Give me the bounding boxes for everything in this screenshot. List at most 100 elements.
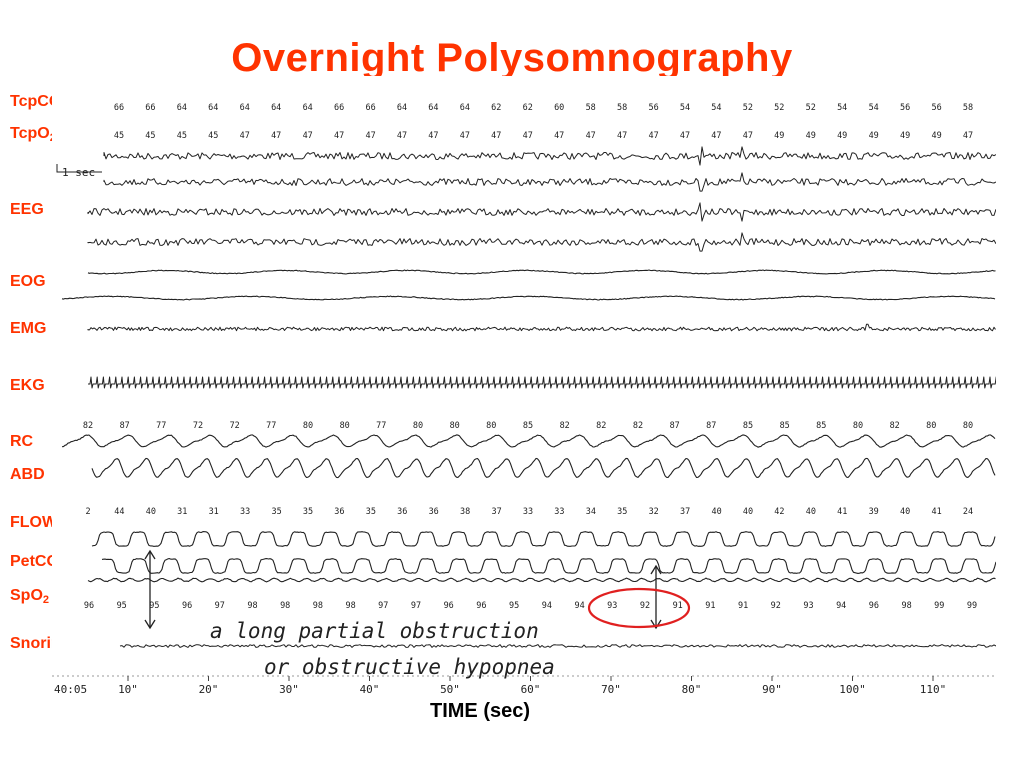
x-start-label: 40:05 [54,683,87,696]
value-petco2: 80 [853,421,863,431]
x-tick-label: 100" [839,683,866,696]
value-spo2: 95 [149,601,159,611]
x-tick-label: 50" [440,683,460,696]
value-flow: 41 [931,507,941,517]
value-tcpo2: 47 [680,131,690,141]
trace-eog-2 [61,295,996,301]
value-tcpco2: 52 [743,103,753,113]
value-flow: 33 [554,507,564,517]
value-petco2: 72 [230,421,240,431]
value-spo2: 93 [803,601,813,611]
annotation-line-1: a long partial obstruction [210,619,539,643]
value-flow: 33 [523,507,533,517]
trace-eeg-2 [103,172,996,192]
value-flow: 24 [963,507,973,517]
value-spo2: 98 [313,601,323,611]
value-tcpco2: 54 [711,103,721,113]
value-spo2: 91 [738,601,748,611]
x-tick-label: 90" [762,683,782,696]
value-flow: 40 [743,507,753,517]
spo2-nadir-highlight [587,587,691,629]
label-emg: EMG [10,320,47,337]
value-spo2: 97 [215,601,225,611]
value-flow: 44 [114,507,124,517]
trace-spo2-baseline [87,577,996,583]
annotation-arrow-start-head-bottom [144,619,156,630]
value-petco2: 87 [706,421,716,431]
value-tcpco2: 64 [303,103,313,113]
value-petco2: 80 [450,421,460,431]
value-tcpo2: 45 [177,131,187,141]
value-spo2: 95 [509,601,519,611]
x-tick-label: 110" [920,683,947,696]
value-petco2: 82 [83,421,93,431]
value-tcpo2: 49 [774,131,784,141]
value-tcpco2: 62 [523,103,533,113]
value-spo2: 91 [705,601,715,611]
value-spo2: 95 [117,601,127,611]
value-spo2: 96 [869,601,879,611]
value-tcpo2: 47 [491,131,501,141]
value-spo2: 98 [280,601,290,611]
numeric-rows-layer: 66 66 64 64 64 64 64 66 66 64 64 64 62 62 60 58 58 56 54 54… [83,103,977,611]
value-petco2: 77 [266,421,276,431]
value-tcpco2: 66 [145,103,155,113]
value-flow: 37 [680,507,690,517]
label-abd: ABD [10,466,45,483]
value-petco2: 80 [303,421,313,431]
value-flow: 40 [806,507,816,517]
value-petco2: 82 [633,421,643,431]
value-petco2: 77 [376,421,386,431]
value-flow: 36 [397,507,407,517]
value-tcpo2: 49 [869,131,879,141]
value-tcpo2: 45 [208,131,218,141]
trace-ekg [88,376,996,389]
value-tcpo2: 47 [397,131,407,141]
value-spo2: 98 [901,601,911,611]
value-petco2: 80 [340,421,350,431]
annotation-arrow-start-head-top [144,549,156,560]
trace-petco2 [101,558,996,574]
value-petco2: 82 [560,421,570,431]
value-tcpco2: 64 [428,103,438,113]
value-spo2: 96 [444,601,454,611]
value-flow: 40 [900,507,910,517]
annotation-arrow-end-head-top [650,564,662,575]
value-tcpco2: 66 [114,103,124,113]
value-petco2: 72 [193,421,203,431]
value-tcpo2: 47 [554,131,564,141]
annotation-line-2: or obstructive hypopnea [264,655,555,679]
value-petco2: 80 [963,421,973,431]
x-tick-label: 30" [279,683,299,696]
value-tcpo2: 49 [931,131,941,141]
value-flow: 35 [366,507,376,517]
value-petco2: 85 [523,421,533,431]
value-tcpco2: 58 [586,103,596,113]
value-flow: 35 [617,507,627,517]
x-axis: 40:05 10" 20" 30" 40" 50" 60" 70" 80" 90" 100" 110"… [52,675,996,696]
trace-rc [61,434,996,448]
x-axis-label: TIME (sec) [429,700,531,722]
value-spo2: 96 [476,601,486,611]
value-tcpco2: 52 [806,103,816,113]
value-tcpo2: 47 [428,131,438,141]
value-spo2: 97 [411,601,421,611]
x-tick-label: 60" [521,683,541,696]
value-tcpo2: 47 [240,131,250,141]
value-spo2: 96 [182,601,192,611]
value-tcpco2: 64 [240,103,250,113]
label-eog: EOG [10,273,46,290]
value-tcpo2: 49 [837,131,847,141]
value-spo2: 94 [574,601,584,611]
annotation-arrow-end-head-bottom [650,619,662,630]
trace-emg [87,323,996,332]
value-tcpo2: 47 [963,131,973,141]
value-petco2: 87 [670,421,680,431]
value-spo2: 91 [673,601,683,611]
value-flow: 31 [209,507,219,517]
trace-flow [91,531,996,547]
calibration-bracket [56,164,102,173]
value-flow: 40 [146,507,156,517]
value-tcpo2: 49 [900,131,910,141]
